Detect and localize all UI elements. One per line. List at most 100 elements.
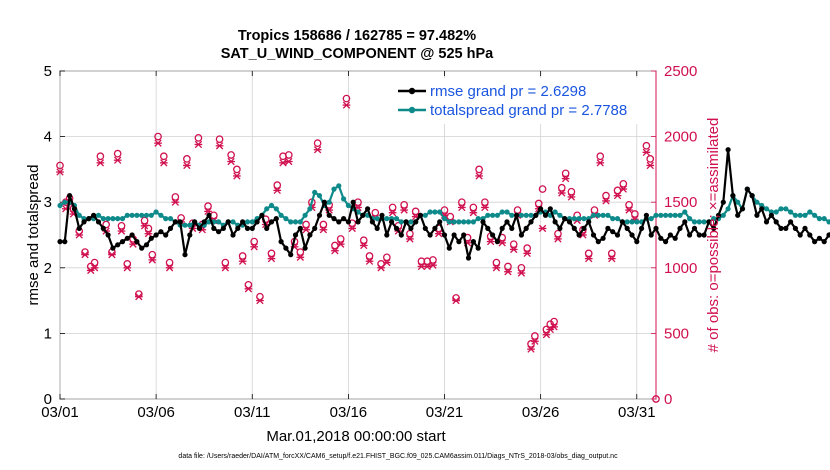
obs-assimilated-marker: [377, 264, 385, 272]
rmse-point: [595, 239, 601, 245]
axis-ticks: 03/01 03/06 03/11 03/16 03/21 03/26 03/31 0 1 2 3 4…: [41, 63, 697, 421]
rmse-point: [100, 225, 106, 231]
chart-title-line2: SAT_U_WIND_COMPONENT @ 525 hPa: [221, 46, 494, 62]
obs-assimilated-marker: [296, 253, 305, 261]
obs-assimilated-marker: [584, 254, 593, 263]
rmse-point: [523, 225, 529, 231]
rmse-point: [235, 225, 241, 231]
rmse-point: [542, 212, 549, 218]
rmse-point: [663, 239, 669, 245]
rmse-point: [480, 219, 486, 225]
totalspread-point: [470, 219, 476, 225]
obs-assimilated-marker: [365, 257, 374, 265]
obs-possible-marker: [429, 256, 437, 264]
legend-rmse-marker: [408, 87, 416, 95]
rmse-point: [283, 245, 289, 251]
rmse-point: [494, 239, 500, 245]
totalspread-point: [384, 216, 390, 222]
rmse-point: [730, 193, 736, 199]
obs-assimilated-marker: [319, 226, 328, 234]
obs-possible-marker: [411, 207, 420, 216]
totalspread-point: [432, 209, 438, 215]
totalspread-point: [105, 216, 111, 222]
totalspread-point: [711, 216, 717, 222]
y-tick-label-left: 2: [44, 260, 52, 277]
totalspread-point: [288, 219, 294, 225]
totalspread-point: [807, 209, 813, 215]
totalspread-point: [667, 212, 674, 218]
obs-assimilated-marker: [215, 142, 224, 150]
obs-possible-marker: [584, 249, 593, 258]
legend-rmse-label: rmse grand pr = 2.6298: [430, 83, 586, 100]
obs-assimilated-marker: [244, 285, 253, 293]
rmse-point: [81, 219, 87, 225]
totalspread-point: [115, 216, 121, 222]
totalspread-point: [230, 219, 236, 225]
totalspread-point: [307, 206, 313, 212]
rmse-point: [427, 232, 433, 238]
totalspread-point: [658, 212, 664, 218]
rmse-point: [687, 232, 693, 238]
totalspread-point: [326, 199, 332, 205]
rmse-point: [244, 225, 251, 231]
obs-assimilated-marker: [469, 209, 478, 217]
obs-possible-marker: [492, 258, 501, 267]
totalspread-point: [451, 219, 457, 225]
rmse-point: [398, 232, 404, 238]
totalspread-point: [783, 206, 789, 212]
rmse-point: [465, 255, 472, 261]
rmse-point: [826, 232, 830, 238]
rmse-point: [788, 219, 794, 225]
totalspread-point: [557, 212, 563, 218]
totalspread-point: [268, 202, 275, 209]
rmse-point: [720, 199, 726, 205]
obs-possible-marker: [113, 149, 122, 158]
y-tick-label-left: 0: [44, 391, 52, 408]
obs-possible-marker: [204, 202, 212, 210]
obs-assimilated-marker: [434, 230, 443, 238]
obs-possible-marker: [625, 200, 633, 209]
rmse-point: [134, 239, 140, 245]
totalspread-point: [682, 209, 688, 215]
rmse-point: [187, 232, 193, 238]
totalspread-point: [100, 216, 106, 222]
obs-possible-marker: [144, 224, 153, 233]
rmse-point: [590, 232, 597, 238]
rmse-point: [658, 235, 664, 241]
obs-assimilated-marker: [457, 203, 466, 212]
totalspread-point: [76, 212, 82, 218]
obs-assimilated-marker: [221, 264, 230, 272]
rmse-point: [566, 219, 573, 225]
rmse-point: [105, 232, 111, 238]
totalspread-point: [283, 216, 289, 222]
obs-possible-marker: [481, 198, 489, 207]
obs-assimilated-marker: [602, 197, 610, 205]
rmse-point: [230, 232, 236, 238]
obs-assimilated-marker: [331, 247, 339, 255]
obs-possible-marker: [227, 151, 235, 159]
totalspread-point: [518, 212, 525, 218]
obs-possible-marker: [90, 258, 99, 267]
totalspread-point: [110, 216, 116, 222]
rmse-point: [571, 225, 577, 231]
obs-assimilated-marker: [342, 101, 351, 109]
obs-possible-marker: [319, 220, 328, 229]
obs-possible-marker: [336, 235, 345, 243]
rmse-point: [490, 232, 496, 238]
y-tick-label-right: 500: [664, 325, 689, 342]
obs-possible-marker: [567, 187, 576, 196]
totalspread-point: [398, 219, 404, 225]
obs-assimilated-marker: [140, 222, 149, 230]
obs-possible-marker: [509, 240, 518, 249]
rmse-point: [307, 232, 313, 238]
totalspread-point: [494, 212, 500, 218]
obs-assimilated-marker: [517, 269, 526, 277]
rmse-point: [610, 229, 616, 235]
obs-assimilated-marker: [429, 261, 437, 269]
obs-assimilated-marker: [475, 172, 483, 180]
obs-assimilated-marker: [646, 161, 655, 170]
rmse-point: [331, 216, 337, 222]
rmse-point: [562, 216, 568, 222]
obs-possible-marker: [613, 186, 622, 195]
chart-title-line1: Tropics 158686 / 162785 = 97.482%: [238, 28, 476, 44]
